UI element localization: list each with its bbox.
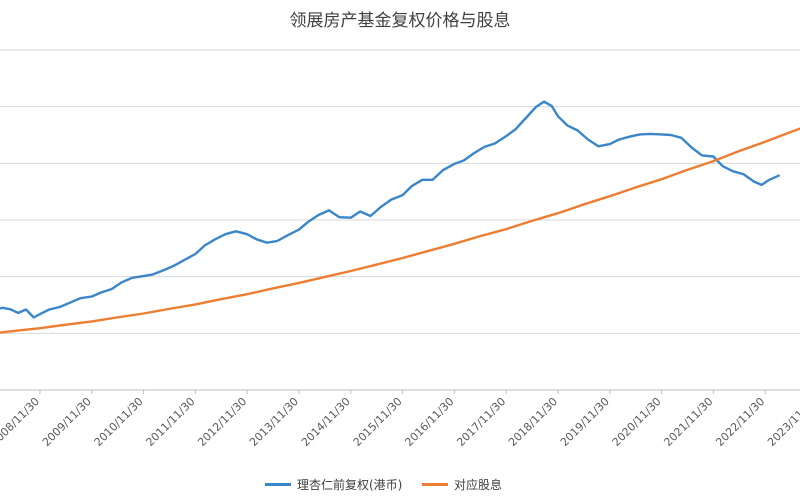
legend-item-price: 理杏仁前复权(港币) bbox=[265, 476, 402, 493]
x-tick-label: 2014/11/30 bbox=[299, 395, 353, 449]
x-tick-label: 2009/11/30 bbox=[40, 395, 94, 449]
legend-swatch-price bbox=[265, 483, 291, 486]
x-tick-label: 2017/11/30 bbox=[454, 395, 508, 449]
x-tick-label: 2012/11/30 bbox=[195, 395, 249, 449]
x-tick-label: 2018/11/30 bbox=[506, 395, 560, 449]
x-tick-label: 2015/11/30 bbox=[351, 395, 405, 449]
series-lines bbox=[0, 100, 800, 334]
legend-swatch-dividend bbox=[422, 483, 448, 486]
x-tick-label: 2023/11/30 bbox=[765, 395, 800, 449]
x-tick-label: 2013/11/30 bbox=[247, 395, 301, 449]
chart-title: 领展房产基金复权价格与股息 bbox=[289, 11, 511, 31]
legend-label-price: 理杏仁前复权(港币) bbox=[297, 478, 403, 492]
legend-label-dividend: 对应股息 bbox=[454, 478, 503, 492]
x-tick-label: 2016/11/30 bbox=[402, 395, 456, 449]
x-tick-label: 2021/11/30 bbox=[661, 395, 715, 449]
x-tick-label: 2022/11/30 bbox=[713, 395, 767, 449]
price-series-line bbox=[0, 100, 781, 319]
x-tick-labels: 2008/11/302009/11/302010/11/302011/11/30… bbox=[0, 390, 800, 449]
x-tick-label: 2008/11/30 bbox=[0, 395, 42, 449]
dividend-series-line bbox=[0, 127, 800, 334]
gridlines bbox=[0, 49, 800, 334]
x-tick-label: 2020/11/30 bbox=[610, 395, 664, 449]
legend: 理杏仁前复权(港币) 对应股息 bbox=[0, 476, 800, 494]
x-tick-label: 2011/11/30 bbox=[143, 395, 197, 449]
x-tick-label: 2010/11/30 bbox=[92, 395, 146, 449]
x-tick-label: 2019/11/30 bbox=[558, 395, 612, 449]
legend-item-dividend: 对应股息 bbox=[422, 476, 502, 493]
